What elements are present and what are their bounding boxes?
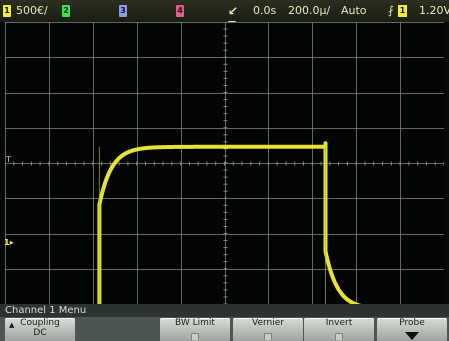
probe-softkey[interactable]: Probe xyxy=(377,318,447,341)
coupling-label: Coupling xyxy=(20,318,60,328)
trigger-position-icon: ↙ xyxy=(228,4,239,18)
trigger-level-marker: T xyxy=(6,155,11,164)
channel-1-ground-marker: 1▸ xyxy=(4,238,14,247)
submenu-arrow-icon xyxy=(405,332,419,340)
coupling-value: DC xyxy=(33,328,47,338)
channel-4-indicator[interactable]: 4 xyxy=(176,5,184,17)
invert-label: Invert xyxy=(325,318,353,328)
channel-3-indicator[interactable]: 3 xyxy=(119,5,127,17)
coupling-softkey[interactable]: ▲ Coupling DC xyxy=(5,318,75,341)
arrow-up-icon: ▲ xyxy=(9,321,15,329)
time-scale: 200.0µ/ xyxy=(288,4,331,17)
menu-title: Channel 1 Menu xyxy=(0,304,449,317)
empty-softkey[interactable] xyxy=(80,318,150,341)
probe-label: Probe xyxy=(399,318,425,328)
rising-edge-icon: ⨏ xyxy=(388,4,394,17)
checkbox-icon xyxy=(264,333,272,340)
invert-softkey[interactable]: Invert xyxy=(304,318,374,341)
channel-1-scale: 500€/ xyxy=(16,4,48,17)
vernier-label: Vernier xyxy=(252,318,284,328)
trigger-level: 1.20V xyxy=(419,4,449,17)
channel-1-trace xyxy=(97,141,362,304)
checkbox-icon xyxy=(191,333,199,340)
trigger-mode[interactable]: Auto xyxy=(341,4,367,17)
bw-limit-label: BW Limit xyxy=(175,318,215,328)
bw-limit-softkey[interactable]: BW Limit xyxy=(160,318,230,341)
channel-2-indicator[interactable]: 2 xyxy=(62,5,70,17)
trigger-source: 1 xyxy=(398,5,407,17)
time-delay: 0.0s xyxy=(253,4,277,17)
channel-1-indicator[interactable]: 1 xyxy=(3,5,11,17)
vernier-softkey[interactable]: Vernier xyxy=(233,318,303,341)
status-bar: 1 500€/ 2 3 4 ↙ 0.0s 200.0µ/ Auto ⨏ 1 1.… xyxy=(0,0,449,22)
graticule-screen xyxy=(5,22,444,304)
softkey-row: ▲ Coupling DC BW Limit Vernier Invert Pr… xyxy=(0,317,449,341)
checkbox-icon xyxy=(335,333,343,340)
waveform-plot xyxy=(5,22,444,304)
